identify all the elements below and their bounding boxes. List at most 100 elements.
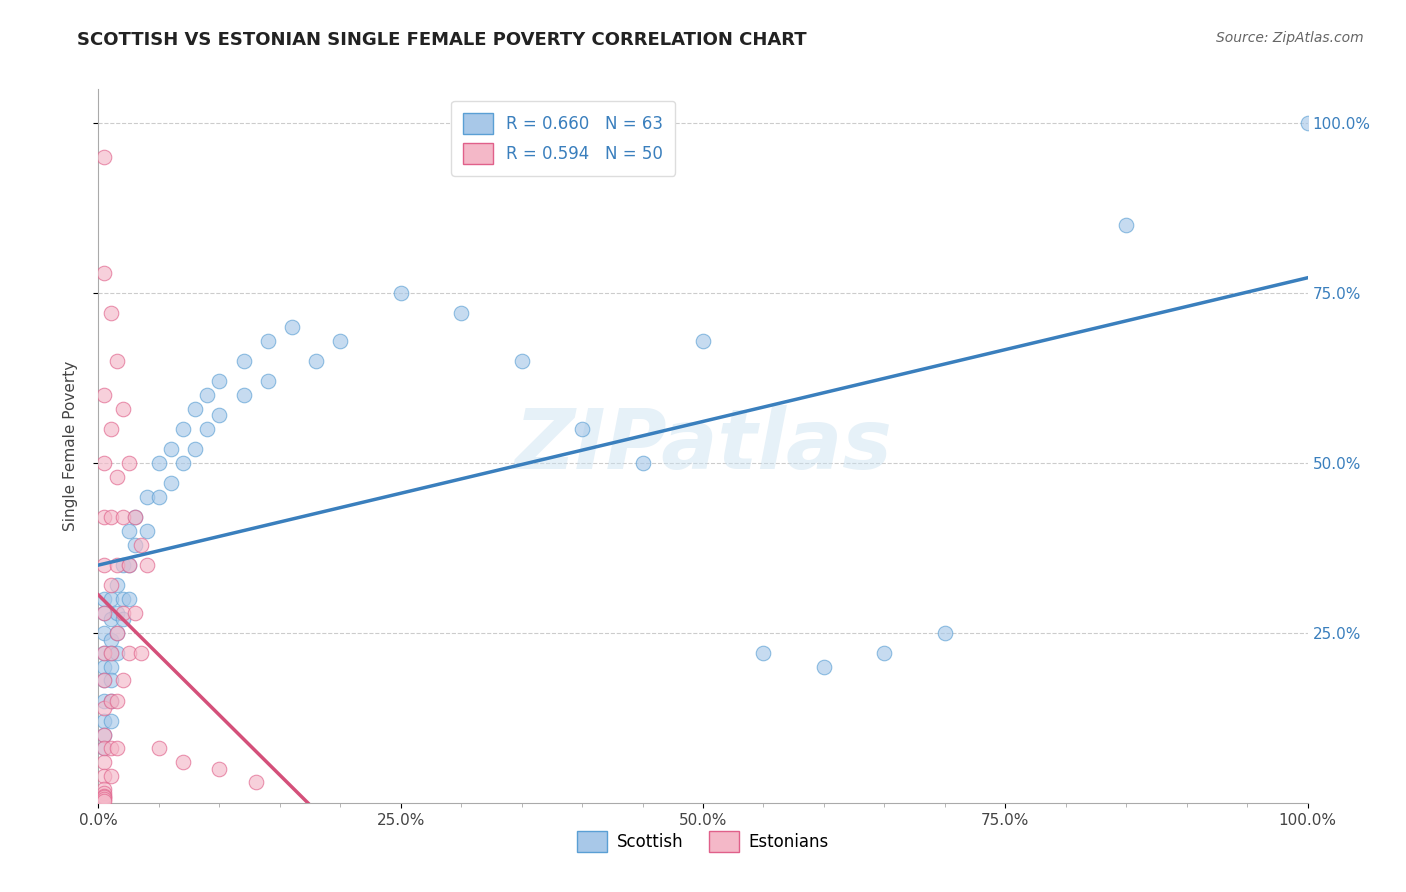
Text: Source: ZipAtlas.com: Source: ZipAtlas.com	[1216, 31, 1364, 45]
Point	[118, 456, 141, 470]
Point	[111, 612, 134, 626]
Point	[450, 306, 472, 320]
Point	[1115, 218, 1137, 232]
Point	[510, 354, 533, 368]
Point	[93, 510, 115, 524]
Point	[208, 409, 231, 423]
Point	[93, 782, 115, 797]
Point	[232, 388, 254, 402]
Point	[93, 790, 115, 805]
Point	[100, 694, 122, 708]
Point	[245, 775, 267, 789]
Point	[93, 673, 115, 688]
Point	[256, 334, 278, 348]
Point	[305, 354, 328, 368]
Point	[93, 714, 115, 729]
Point	[100, 673, 122, 688]
Point	[100, 646, 122, 660]
Point	[100, 632, 122, 647]
Point	[105, 578, 128, 592]
Point	[93, 626, 115, 640]
Point	[105, 646, 128, 660]
Point	[93, 728, 115, 742]
Point	[105, 469, 128, 483]
Point	[93, 591, 115, 606]
Point	[93, 388, 115, 402]
Point	[118, 646, 141, 660]
Point	[124, 510, 146, 524]
Point	[93, 694, 115, 708]
Point	[100, 660, 122, 674]
Point	[93, 794, 115, 808]
Point	[148, 456, 170, 470]
Point	[184, 442, 207, 457]
Point	[934, 626, 956, 640]
Point	[232, 354, 254, 368]
Y-axis label: Single Female Poverty: Single Female Poverty	[63, 361, 77, 531]
Point	[93, 673, 115, 688]
Point	[93, 789, 115, 803]
Legend: Scottish, Estonians: Scottish, Estonians	[571, 824, 835, 859]
Point	[100, 306, 122, 320]
Point	[135, 524, 157, 538]
Point	[93, 700, 115, 714]
Point	[93, 646, 115, 660]
Point	[100, 646, 122, 660]
Point	[93, 456, 115, 470]
Point	[124, 510, 146, 524]
Point	[105, 694, 128, 708]
Point	[129, 646, 152, 660]
Point	[100, 714, 122, 729]
Point	[93, 755, 115, 769]
Point	[135, 490, 157, 504]
Point	[100, 612, 122, 626]
Point	[100, 510, 122, 524]
Point	[93, 266, 115, 280]
Point	[208, 375, 231, 389]
Point	[172, 755, 194, 769]
Point	[208, 762, 231, 776]
Text: ZIPatlas: ZIPatlas	[515, 406, 891, 486]
Point	[135, 558, 157, 572]
Point	[281, 320, 304, 334]
Point	[148, 741, 170, 756]
Point	[129, 537, 152, 551]
Point	[118, 591, 141, 606]
Point	[118, 524, 141, 538]
Point	[93, 660, 115, 674]
Point	[105, 558, 128, 572]
Point	[813, 660, 835, 674]
Point	[100, 422, 122, 436]
Point	[111, 401, 134, 416]
Point	[571, 422, 593, 436]
Point	[100, 769, 122, 783]
Point	[256, 375, 278, 389]
Point	[172, 422, 194, 436]
Text: SCOTTISH VS ESTONIAN SINGLE FEMALE POVERTY CORRELATION CHART: SCOTTISH VS ESTONIAN SINGLE FEMALE POVER…	[77, 31, 807, 49]
Point	[93, 741, 115, 756]
Point	[118, 558, 141, 572]
Point	[93, 792, 115, 806]
Point	[93, 646, 115, 660]
Point	[100, 741, 122, 756]
Point	[111, 510, 134, 524]
Point	[93, 606, 115, 620]
Point	[105, 354, 128, 368]
Point	[93, 786, 115, 800]
Point	[105, 606, 128, 620]
Point	[100, 591, 122, 606]
Point	[100, 578, 122, 592]
Point	[105, 626, 128, 640]
Point	[329, 334, 352, 348]
Point	[111, 558, 134, 572]
Point	[124, 606, 146, 620]
Point	[105, 626, 128, 640]
Point	[160, 442, 183, 457]
Point	[118, 558, 141, 572]
Point	[184, 401, 207, 416]
Point	[389, 286, 412, 301]
Point	[631, 456, 654, 470]
Point	[100, 694, 122, 708]
Point	[93, 769, 115, 783]
Point	[124, 537, 146, 551]
